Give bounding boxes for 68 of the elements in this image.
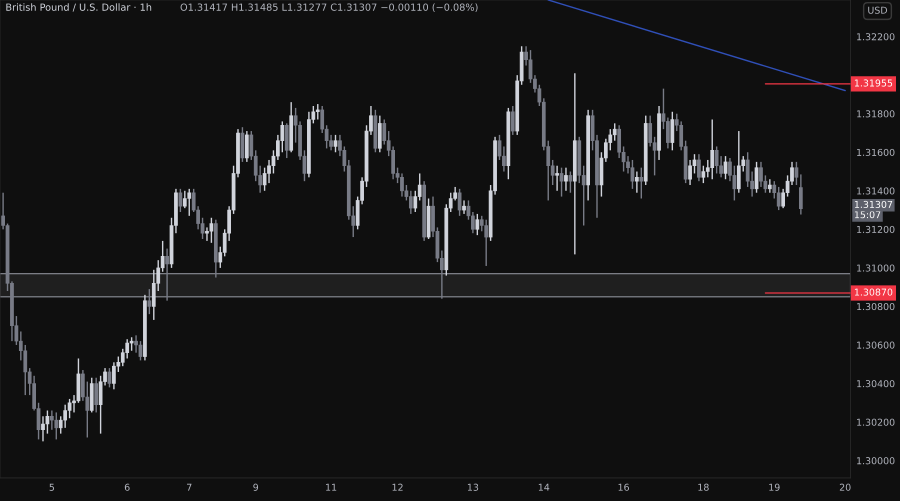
candlestick — [152, 269, 156, 321]
y-tick-label: 1.30000 — [857, 457, 894, 464]
candlestick — [768, 178, 772, 194]
x-tick-label: 13 — [468, 484, 478, 491]
text: USD — [868, 6, 888, 14]
candlestick — [316, 103, 320, 120]
y-tick-label: 1.30200 — [857, 418, 894, 426]
candlestick — [560, 166, 564, 198]
x-tick-label: 14 — [538, 484, 550, 491]
candlestick — [776, 186, 781, 211]
candlestick — [754, 161, 758, 194]
candlestick — [334, 134, 338, 153]
candlestick — [54, 412, 58, 440]
candlestick — [458, 188, 462, 217]
candlestick — [125, 338, 130, 360]
y-tick-label: 1.30400 — [857, 380, 894, 388]
candlestick — [182, 190, 187, 209]
candlestick — [484, 219, 488, 267]
y-tick-label: 1.30800 — [857, 303, 894, 310]
candlestick — [147, 288, 152, 315]
candlestick — [462, 200, 466, 215]
ref-line-label: 1.31955 — [854, 79, 892, 87]
candlestick — [724, 155, 728, 180]
candlestick — [475, 213, 480, 236]
candlestick — [244, 130, 249, 163]
candlestick — [280, 120, 284, 153]
candlestick — [510, 105, 515, 136]
y-tick-label: 1.31400 — [857, 187, 894, 195]
candlestick — [648, 114, 652, 148]
candlestick — [94, 377, 98, 414]
chart-subtitle: O1.31417 H1.31485 L1.31277 C1.31307 −0.00110 (−0.08%) — [180, 3, 478, 12]
y-tick-label: 1.31600 — [857, 148, 894, 156]
text: 1.31307 — [854, 200, 892, 208]
x-tick-label: 9 — [253, 484, 258, 491]
candlestick — [714, 146, 719, 174]
candlestick — [568, 170, 572, 194]
candlestick — [564, 166, 568, 192]
candlestick — [23, 344, 28, 396]
candlestick — [746, 152, 750, 188]
x-tick-label: 11 — [326, 484, 336, 491]
candlestick — [165, 248, 169, 302]
y-tick-label: 1.32200 — [857, 33, 894, 40]
candlestick — [187, 188, 192, 217]
x-tick-label: 5 — [50, 484, 54, 491]
ref-line-label: 1.30870 — [854, 288, 892, 296]
x-tick-label: 20 — [840, 484, 851, 491]
x-tick-label: 19 — [769, 484, 780, 491]
x-tick-label: 18 — [698, 484, 709, 491]
x-tick-label: 6 — [124, 484, 130, 491]
candlestick — [555, 165, 559, 192]
x-tick-label: 7 — [187, 484, 192, 491]
y-tick-label: 1.30600 — [857, 342, 894, 349]
candlestick — [736, 130, 741, 194]
y-tick-label: 1.31800 — [857, 110, 894, 118]
candlestick — [617, 124, 622, 159]
candlestick — [639, 166, 644, 200]
candlestick — [635, 170, 639, 194]
x-tick-label: 12 — [392, 484, 403, 491]
candlestick — [670, 111, 674, 152]
y-tick-label: 1.31000 — [857, 264, 894, 272]
x-tick-label: 16 — [618, 484, 629, 491]
candlestick — [108, 367, 112, 388]
chart-title: British Pound / U.S. Dollar · 1h — [6, 3, 152, 12]
candlestick — [710, 118, 714, 180]
candlestick — [178, 188, 182, 213]
y-tick-label: 1.31200 — [857, 226, 894, 234]
candlestick — [408, 190, 413, 215]
candlestick — [697, 153, 701, 182]
